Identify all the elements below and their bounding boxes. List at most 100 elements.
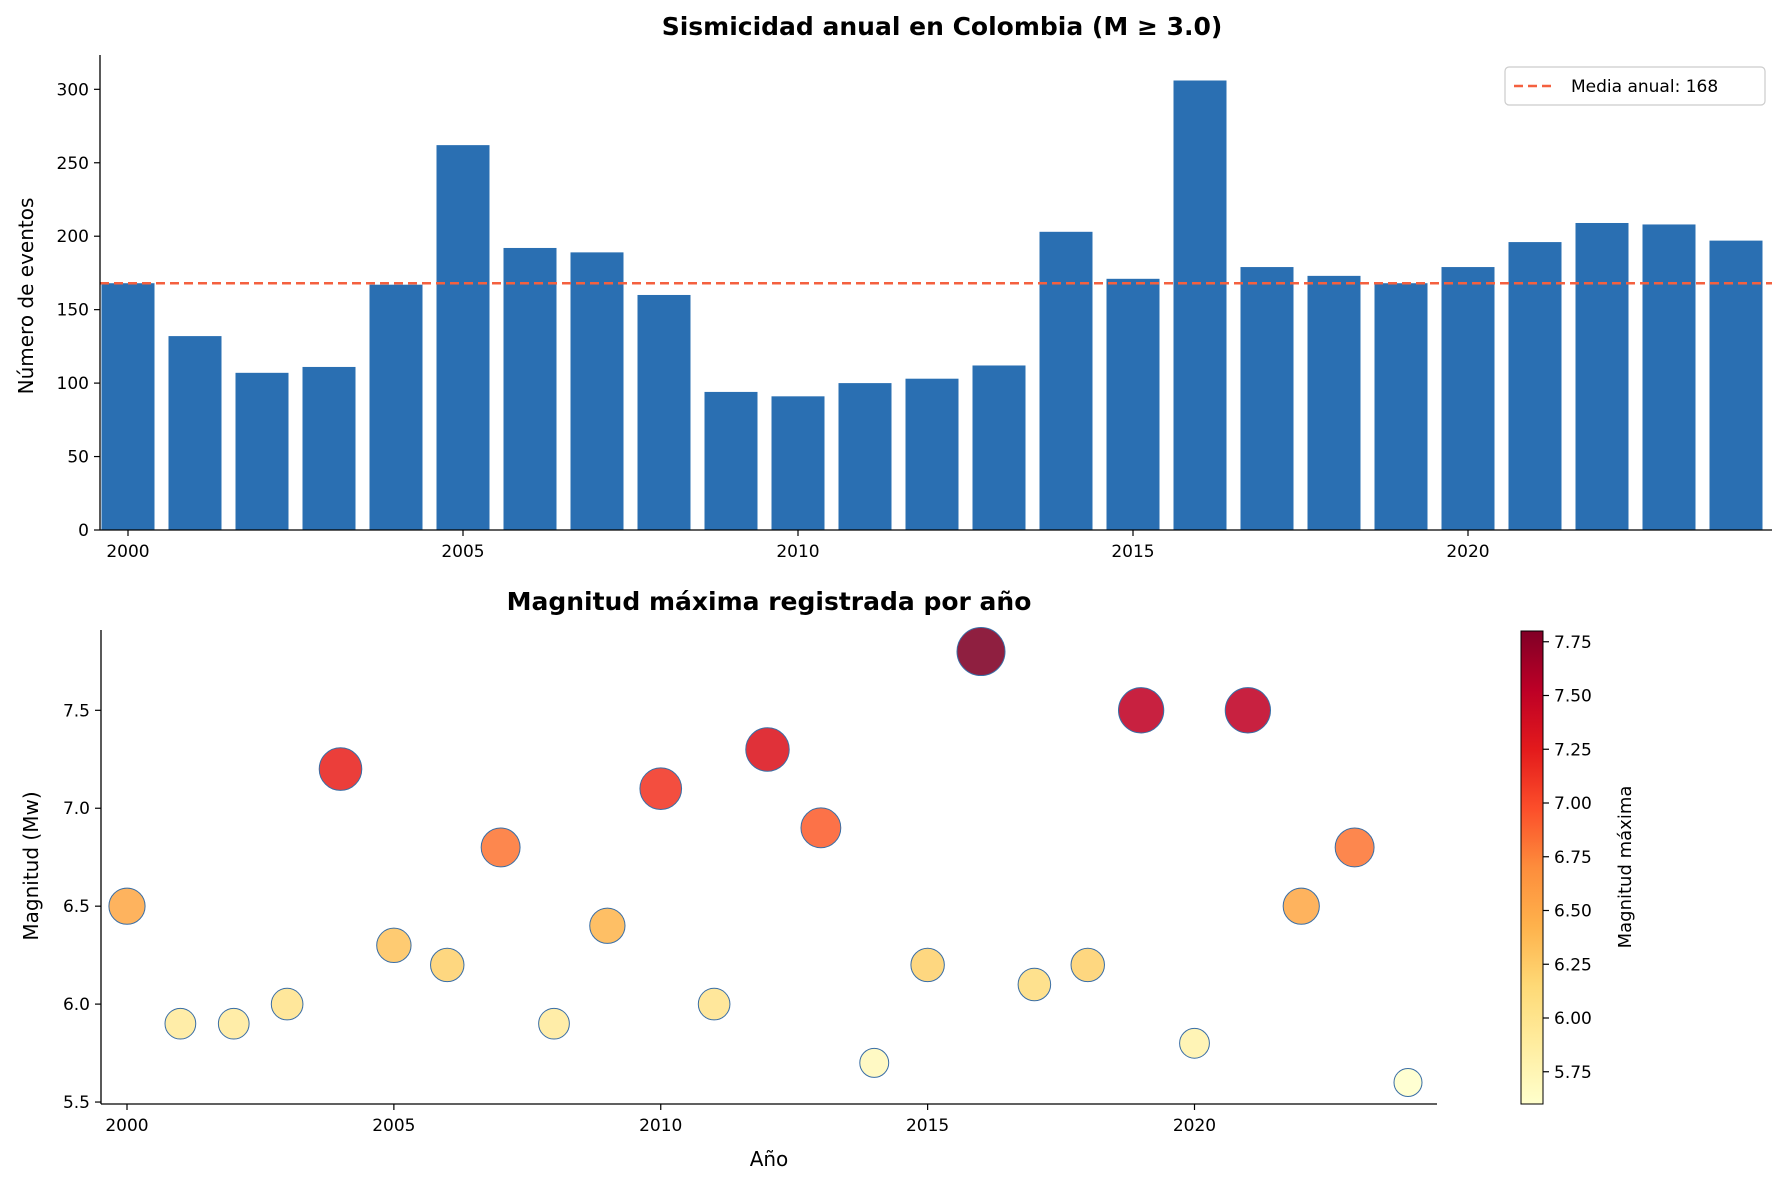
bar-2004 [369,284,423,530]
legend-box [1504,66,1766,106]
y-tick-label-top-0: 0 [78,521,89,541]
point-2015 [910,947,945,983]
chart-title-bottom: Magnitud máxima registrada por año [507,587,1032,616]
x-tick-label-bottom-2000: 2000 [105,1116,148,1136]
colorbar-tick-label-7.75: 7.75 [1554,633,1592,653]
point-2021 [1224,687,1272,734]
points [108,627,1423,1097]
point-2004 [318,747,363,791]
bar-2006 [503,247,557,530]
bar-2024 [1709,240,1763,530]
point-2009 [589,907,626,944]
axes-top: 0 50 100 150 200 250 300 2000 2005 2010 2015 2020 [57,55,1772,562]
x-tick-label-top-2000: 2000 [106,542,149,562]
point-2023 [1334,827,1375,868]
point-2006 [430,947,465,983]
y-tick-label-bottom-6.5: 6.5 [63,897,90,917]
bar-2010 [771,396,825,530]
y-tick-label-bottom-5.5: 5.5 [63,1093,90,1113]
colorbar-tick-label-6.25: 6.25 [1554,955,1592,975]
point-2020 [1179,1027,1210,1059]
bar-2022 [1575,222,1629,531]
colorbar: 5.75 6.00 6.25 6.50 6.75 7.00 7.25 7.50 7.75 Mag… [1520,630,1636,1105]
y-tick-label-top-150: 150 [57,301,89,321]
legend: Media anual: 168 [1504,66,1766,106]
colorbar-label: Magnitud máxima [1615,786,1636,949]
colorbar-ticks: 5.75 6.00 6.25 6.50 6.75 7.00 7.25 7.50 7.75 [1543,633,1592,1083]
y-axis-label-top: Número de eventos [14,198,38,395]
y-tick-label-top-200: 200 [57,227,89,247]
point-2024 [1393,1067,1423,1097]
y-tick-label-top-300: 300 [57,80,89,100]
x-tick-label-bottom-2015: 2015 [906,1116,949,1136]
chart-title-top: Sismicidad anual en Colombia (M ≥ 3.0) [662,12,1223,41]
bar-2014 [1039,231,1093,530]
bar-2019 [1374,283,1428,530]
bar-2021 [1508,242,1562,530]
x-tick-label-top-2005: 2005 [441,542,484,562]
y-tick-label-bottom-7: 7.0 [63,799,90,819]
bar-2002 [235,372,289,530]
point-2000 [108,887,146,925]
x-tick-label-bottom-2010: 2010 [639,1116,682,1136]
x-tick-label-top-2020: 2020 [1446,542,1489,562]
point-2017 [1017,967,1052,1002]
x-tick-label-top-2010: 2010 [776,542,819,562]
point-2001 [164,1007,197,1040]
point-2012 [745,727,790,772]
colorbar-tick-label-7.25: 7.25 [1554,740,1592,760]
bar-2001 [168,336,222,530]
colorbar-gradient [1520,630,1544,1105]
x-tick-label-top-2015: 2015 [1111,542,1154,562]
point-2014 [859,1047,890,1078]
bar-2007 [570,252,624,530]
colorbar-tick-label-7.00: 7.00 [1554,794,1592,814]
point-2007 [480,827,521,868]
y-tick-label-bottom-7.5: 7.5 [63,701,90,721]
bar-2012 [905,378,959,530]
point-2010 [639,767,683,810]
y-tick-label-bottom-6: 6.0 [63,995,90,1015]
point-2016 [956,627,1006,677]
y-axis-label-bottom: Magnitud (Mw) [19,791,43,940]
colorbar-tick-label-6.00: 6.00 [1554,1009,1592,1029]
point-2008 [538,1007,570,1040]
x-tick-label-bottom-2005: 2005 [372,1116,415,1136]
max-magnitude-chart: Magnitud máxima registrada por año Magni… [19,587,1636,1171]
colorbar-tick-label-6.50: 6.50 [1554,902,1592,922]
colorbar-tick-label-7.50: 7.50 [1554,687,1592,707]
legend-mean-label: Media anual: 168 [1571,77,1718,97]
axes-bottom: 5.5 6.0 6.5 7.0 7.5 2000 2005 2010 2015 2020 [63,630,1437,1136]
point-2019 [1117,687,1165,734]
point-2013 [800,807,842,849]
bar-2017 [1240,267,1294,530]
y-tick-label-top-50: 50 [67,448,89,468]
colorbar-tick-label-5.75: 5.75 [1554,1063,1592,1083]
bar-2008 [637,294,691,530]
annual-seismicity-chart: Sismicidad anual en Colombia (M ≥ 3.0) N… [14,12,1772,562]
bar-2013 [972,365,1026,530]
bar-2000 [101,283,155,530]
bar-2015 [1106,278,1160,530]
bar-2011 [838,383,892,530]
y-tick-label-top-250: 250 [57,154,89,174]
y-tick-label-top-100: 100 [57,374,89,394]
x-tick-label-bottom-2020: 2020 [1173,1116,1216,1136]
bar-2018 [1307,275,1361,530]
bar-2009 [704,391,758,530]
bar-2003 [302,366,356,530]
bar-2020 [1441,267,1495,530]
point-2011 [697,987,731,1021]
colorbar-tick-label-6.75: 6.75 [1554,848,1592,868]
bar-2016 [1173,80,1227,530]
point-2005 [376,927,412,964]
bar-2023 [1642,224,1696,530]
x-axis-label-bottom: Año [750,1147,789,1171]
bars [101,80,1763,531]
point-2003 [270,987,304,1021]
point-2018 [1070,947,1105,983]
point-2022 [1282,887,1320,925]
point-2002 [217,1007,250,1040]
bar-2005 [436,145,490,530]
